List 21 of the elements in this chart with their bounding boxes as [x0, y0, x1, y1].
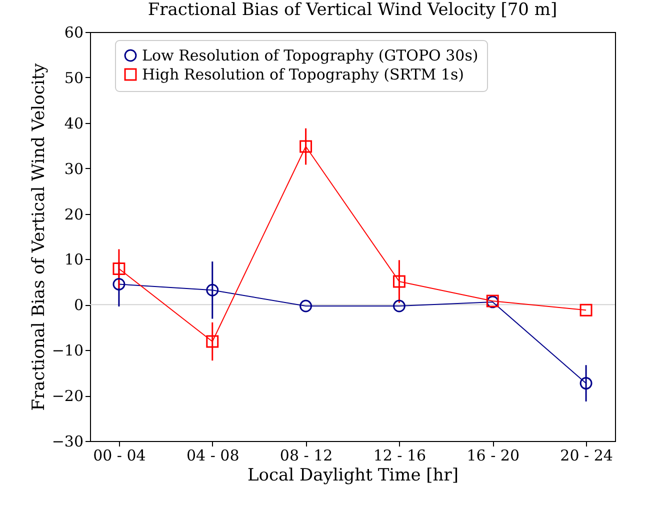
y-tick-label: −30 [52, 432, 84, 450]
x-tick-label: 20 - 24 [560, 446, 613, 464]
y-tick-label: 60 [64, 24, 84, 42]
y-tick-label: 20 [64, 205, 84, 224]
y-tick-label: 10 [64, 250, 84, 269]
y-tick-label: 40 [64, 114, 84, 132]
x-tick-label: 12 - 16 [373, 446, 426, 464]
x-tick-label: 08 - 12 [280, 446, 333, 464]
x-axis-title: Local Daylight Time [hr] [247, 466, 459, 486]
chart-title: Fractional Bias of Vertical Wind Velocity [70 m] [148, 0, 558, 20]
y-tick-label: −10 [52, 342, 84, 360]
x-tick-label: 00 - 04 [93, 446, 146, 464]
x-tick-label: 16 - 20 [466, 446, 520, 464]
y-tick-label: 0 [74, 296, 84, 314]
y-tick-label: 50 [64, 68, 84, 87]
y-tick-label: 30 [64, 160, 84, 178]
legend-label: High Resolution of Topography (SRTM 1s) [142, 66, 464, 84]
x-tick-label: 04 - 08 [186, 446, 240, 464]
y-tick-label: −20 [52, 387, 84, 406]
y-axis-title: Fractional Bias of Vertical Wind Velocity [28, 62, 49, 411]
legend-label: Low Resolution of Topography (GTOPO 30s) [142, 46, 478, 64]
